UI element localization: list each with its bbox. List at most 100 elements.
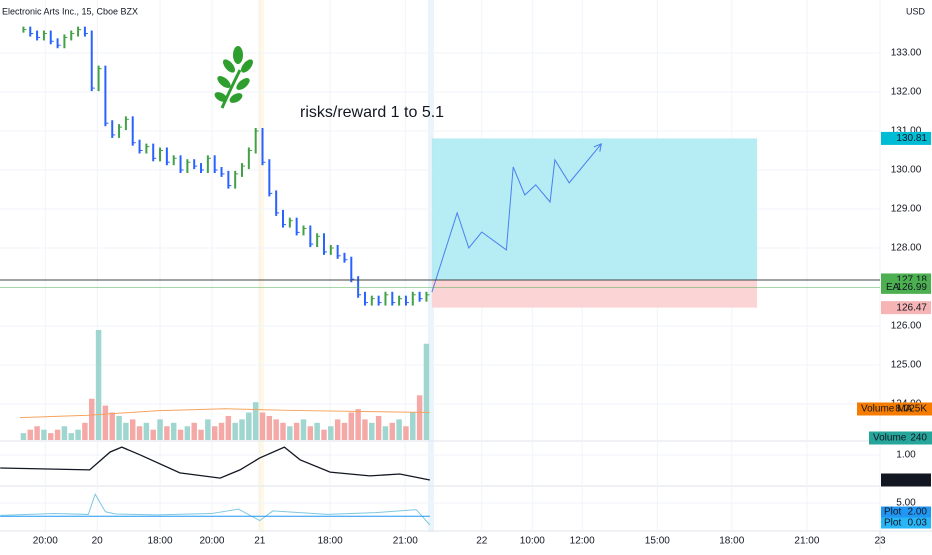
volume-bar (300, 419, 307, 440)
x-tick-label: 22 (476, 536, 488, 547)
volume-bar (184, 426, 191, 440)
plot-value: 0.03 (908, 518, 928, 529)
volume-bar (252, 402, 259, 440)
plot-value: 2.00 (908, 507, 928, 518)
volume-bar (198, 429, 204, 440)
volume-bar (348, 412, 355, 440)
volume-bar (102, 405, 109, 440)
volume-bar (27, 429, 33, 440)
volume-bar (334, 419, 341, 440)
session-marker (258, 0, 264, 532)
volume-bar (416, 395, 423, 440)
volume-bar (211, 426, 218, 440)
stop-label: 126.47 (896, 302, 927, 313)
x-tick-label: 12:00 (570, 536, 595, 547)
y-tick-label: 128.00 (891, 243, 922, 254)
x-tick-label: 20 (92, 536, 104, 547)
x-tick-label: 21:00 (794, 536, 819, 547)
target-zone (431, 138, 758, 280)
projection-path (431, 143, 602, 293)
x-tick-label: 23 (874, 536, 886, 547)
volume-bar (191, 422, 197, 440)
leaf-icon (214, 46, 253, 109)
volume-bar (362, 419, 368, 440)
target-label: 130.81 (896, 133, 927, 144)
volume-bar (34, 426, 40, 440)
volume-bar (280, 422, 286, 440)
target-label-bg (881, 131, 931, 145)
volume-bar (75, 429, 81, 440)
volume-bar (314, 422, 320, 440)
volume-bar (205, 419, 211, 440)
x-tick-label: 20:00 (33, 536, 58, 547)
volume-bar (375, 415, 382, 440)
y-tick-label: 126.00 (891, 321, 922, 332)
volume-bar (382, 426, 389, 440)
plot-badge-bg (881, 517, 931, 529)
volume-bar (307, 426, 314, 440)
volume-bar (321, 429, 327, 440)
volume-bar (218, 422, 225, 440)
x-tick-label: 18:00 (318, 536, 343, 547)
volume-bar (423, 343, 430, 440)
x-tick-label: 18:00 (148, 536, 173, 547)
volume-bar (143, 422, 150, 440)
volume-bar (89, 398, 95, 440)
y-tick-label: 129.00 (891, 204, 922, 215)
volume-bar (410, 412, 416, 440)
volume-bar (61, 426, 68, 440)
volume-bar (341, 422, 348, 440)
volume-bar (287, 426, 293, 440)
volume-value-bg (869, 431, 932, 445)
y-tick-label: 125.00 (891, 360, 922, 371)
volume-ma-name: Volume MA (861, 404, 912, 415)
y-tick-label: 130.00 (891, 165, 922, 176)
volume-bar (95, 330, 102, 440)
stop-label-bg (881, 301, 931, 315)
currency-label: USD (906, 6, 926, 16)
volume-bar (293, 422, 300, 440)
x-tick-label: 21:00 (393, 536, 418, 547)
volume-bar (170, 422, 177, 440)
x-tick-label: 15:00 (645, 536, 670, 547)
volume-bar (328, 426, 334, 440)
volume-bar (355, 409, 361, 440)
volume-bar (403, 426, 409, 440)
last-price-label-bg (881, 280, 931, 294)
volume-bar (116, 415, 122, 440)
entry-label: 127.18 (896, 275, 927, 286)
volume-bar (109, 412, 115, 440)
atr-tick-label: 1.00 (896, 450, 916, 461)
volume-value: 240 (910, 433, 927, 444)
volume-ma-value-bg (857, 402, 932, 416)
plot-badge-bg (881, 506, 931, 518)
volume-bar (41, 429, 47, 440)
volume-bar (123, 422, 129, 440)
volume-bar (82, 422, 88, 440)
volume-bar (232, 422, 238, 440)
chart-title: Electronic Arts Inc., 15, Cboe BZX (2, 6, 138, 16)
volume-bar (48, 433, 54, 440)
volume-bar (54, 429, 61, 440)
plot-tick-label: 5.00 (896, 498, 916, 509)
volume-bar (157, 419, 163, 440)
x-tick-label: 20:00 (199, 536, 224, 547)
volume-bar (68, 433, 74, 440)
volume-name: Volume (873, 433, 907, 444)
x-tick-label: 18:00 (719, 536, 744, 547)
y-tick-label: 133.00 (891, 48, 922, 59)
plot-name: Plot (884, 518, 901, 529)
volume-bar (225, 415, 232, 440)
x-tick-label: 21 (254, 536, 266, 547)
plot-name: Plot (884, 507, 901, 518)
volume-bar (164, 426, 170, 440)
y-tick-label: 132.00 (891, 87, 922, 98)
volume-bar (239, 419, 245, 440)
atr-name: ATR (884, 475, 903, 486)
volume-bar (20, 433, 27, 440)
last-price-label: 126.99 (896, 282, 927, 293)
volume-bar (396, 419, 402, 440)
plot-line (0, 493, 431, 526)
